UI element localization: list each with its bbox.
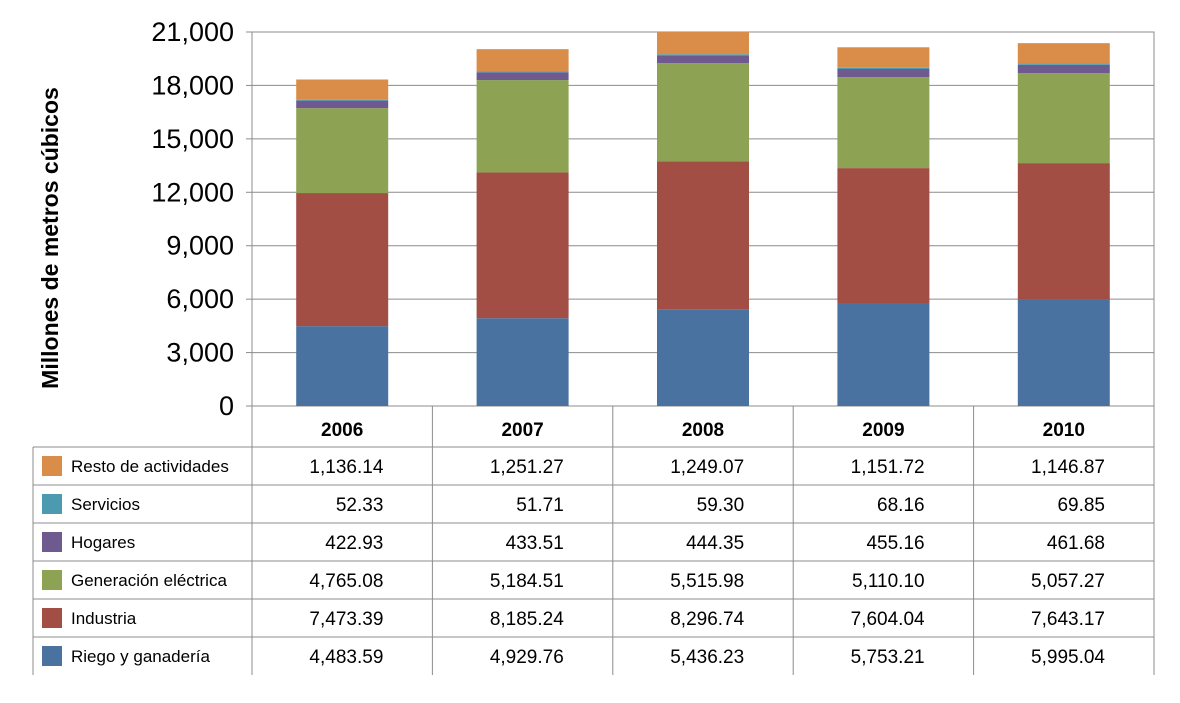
data-label: 7,604.04	[851, 609, 925, 630]
y-tick-label: 9,000	[166, 231, 234, 261]
legend-swatch	[42, 608, 62, 628]
data-label: 461.68	[1047, 533, 1105, 554]
data-label: 4,929.76	[490, 647, 564, 668]
data-label: 1,251.27	[490, 457, 564, 478]
data-label: 444.35	[686, 533, 744, 554]
bar-segment	[657, 309, 749, 406]
bar-segment	[657, 31, 749, 55]
x-category-label: 2008	[682, 420, 724, 441]
legend-label: Resto de actividades	[71, 457, 229, 476]
bar-segment	[1017, 299, 1110, 406]
data-label: 8,185.24	[490, 609, 564, 630]
y-tick-label: 3,000	[166, 338, 234, 368]
bar-segment	[296, 108, 389, 194]
data-label: 5,753.21	[851, 647, 925, 668]
legend-label: Generación eléctrica	[71, 571, 227, 590]
y-tick-label: 18,000	[151, 70, 234, 100]
data-label: 5,184.51	[490, 571, 564, 592]
bar-segment	[837, 77, 930, 169]
legend-swatch	[42, 494, 62, 514]
legend-swatch	[42, 570, 62, 590]
y-tick-label: 0	[219, 391, 234, 421]
data-label: 59.30	[697, 495, 745, 516]
bar-segment	[476, 49, 569, 72]
data-label: 7,473.39	[309, 609, 383, 630]
data-label: 8,296.74	[670, 609, 744, 630]
bar-segment	[837, 168, 930, 304]
bar-segment	[837, 67, 930, 69]
bar-segment	[1017, 63, 1110, 65]
legend-label: Riego y ganadería	[71, 647, 210, 666]
bar-segment	[657, 54, 749, 56]
data-label: 1,146.87	[1031, 457, 1105, 478]
data-label: 1,249.07	[670, 457, 744, 478]
data-label: 7,643.17	[1031, 609, 1105, 630]
bar-segment	[657, 161, 749, 310]
y-tick-label: 6,000	[166, 284, 234, 314]
y-tick-label: 21,000	[151, 17, 234, 47]
bar-segment	[476, 172, 569, 319]
legend-swatch	[42, 532, 62, 552]
y-tick-label: 12,000	[151, 177, 234, 207]
data-label: 422.93	[325, 533, 383, 554]
bar-segment	[296, 99, 389, 101]
bar-segment	[296, 100, 389, 109]
data-label: 5,995.04	[1031, 647, 1105, 668]
x-category-label: 2009	[862, 420, 904, 441]
data-label: 52.33	[336, 495, 384, 516]
bar-segment	[476, 318, 569, 406]
x-category-label: 2007	[501, 420, 543, 441]
data-label: 455.16	[866, 533, 924, 554]
bar-segment	[837, 68, 930, 78]
bar-segment	[837, 47, 930, 68]
bar-segment	[296, 326, 389, 406]
data-label: 5,515.98	[670, 571, 744, 592]
data-label: 1,136.14	[309, 457, 383, 478]
data-label: 4,483.59	[309, 647, 383, 668]
data-label: 5,110.10	[852, 571, 925, 592]
bar-segment	[296, 193, 389, 327]
data-label: 433.51	[506, 533, 564, 554]
data-label: 68.16	[877, 495, 925, 516]
bar-segment	[837, 303, 930, 406]
data-label: 51.71	[516, 495, 564, 516]
bar-segment	[476, 80, 569, 173]
bar-segment	[1017, 73, 1110, 164]
bar-segment	[1017, 163, 1110, 300]
legend-label: Industria	[71, 609, 137, 628]
legend-swatch	[42, 646, 62, 666]
data-label: 69.85	[1057, 495, 1105, 516]
data-label: 1,151.72	[851, 457, 925, 478]
y-tick-label: 15,000	[151, 124, 234, 154]
data-label: 5,436.23	[670, 647, 744, 668]
bar-segment	[657, 63, 749, 162]
x-category-label: 2010	[1043, 420, 1085, 441]
legend-label: Hogares	[71, 533, 135, 552]
bar-segment	[657, 55, 749, 64]
bar-segment	[1017, 43, 1110, 64]
data-label: 4,765.08	[309, 571, 383, 592]
bar-segment	[476, 71, 569, 73]
bar-segment	[476, 72, 569, 81]
x-category-label: 2006	[321, 420, 363, 441]
legend-swatch	[42, 456, 62, 476]
data-label: 5,057.27	[1031, 571, 1105, 592]
bar-segment	[296, 79, 389, 100]
bar-segment	[1017, 64, 1110, 74]
legend-label: Servicios	[71, 495, 140, 514]
y-axis-label: Millones de metros cúbicos	[37, 87, 63, 389]
